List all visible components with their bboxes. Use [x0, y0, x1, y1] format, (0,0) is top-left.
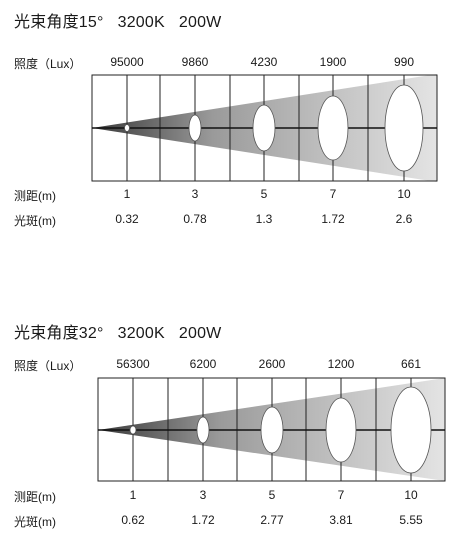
spot-value: 1.72: [321, 212, 345, 226]
lux-value: 2600: [258, 357, 286, 371]
lux-value: 4230: [250, 55, 278, 69]
distance-value: 1: [129, 488, 137, 502]
lux-value: 56300: [116, 357, 150, 371]
power-rating: 200W: [178, 14, 222, 31]
color-temp: 3200K: [117, 14, 165, 31]
beam-diagram: [91, 74, 438, 182]
power-rating: 200W: [178, 325, 222, 342]
spot-value: 5.55: [399, 513, 423, 527]
distance-value: 5: [260, 187, 268, 201]
lux-value: 95000: [110, 55, 144, 69]
light-spot: [129, 425, 137, 435]
lux-label: 照度（Lux）: [14, 57, 82, 71]
lux-value: 1900: [319, 55, 347, 69]
distance-value: 5: [268, 488, 276, 502]
distance-value: 10: [404, 488, 418, 502]
light-spot: [317, 95, 349, 161]
light-spot: [196, 416, 210, 444]
lux-value: 990: [393, 55, 415, 69]
lux-value: 6200: [189, 357, 217, 371]
lux-value: 9860: [181, 55, 209, 69]
panel-title: 光束角度32° 3200K 200W: [14, 319, 221, 343]
light-spot: [384, 84, 424, 172]
lux-value: 661: [400, 357, 422, 371]
spot-label: 光斑(m): [14, 214, 56, 228]
light-spot: [325, 397, 357, 463]
beam-angle-title: 光束角度15°: [14, 14, 104, 31]
lux-label: 照度（Lux）: [14, 359, 82, 373]
distance-label: 测距(m): [14, 189, 56, 203]
spot-value: 2.6: [395, 212, 413, 226]
color-temp: 3200K: [117, 325, 165, 342]
beam-angle-title: 光束角度32°: [14, 325, 104, 342]
spot-value: 0.78: [183, 212, 207, 226]
spot-value: 1.72: [191, 513, 215, 527]
panel-title: 光束角度15° 3200K 200W: [14, 8, 221, 32]
distance-value: 3: [199, 488, 207, 502]
light-spot: [124, 124, 130, 132]
light-spot: [188, 114, 202, 142]
light-spot: [390, 386, 432, 474]
spot-value: 2.77: [260, 513, 284, 527]
distance-value: 1: [123, 187, 131, 201]
lux-value: 1200: [327, 357, 355, 371]
distance-label: 测距(m): [14, 490, 56, 504]
light-spot: [252, 104, 276, 152]
spot-value: 0.62: [121, 513, 145, 527]
distance-value: 7: [337, 488, 345, 502]
light-spot: [260, 406, 284, 454]
distance-value: 7: [329, 187, 337, 201]
distance-value: 10: [397, 187, 411, 201]
spot-value: 3.81: [329, 513, 353, 527]
spot-value: 1.3: [255, 212, 273, 226]
spot-label: 光斑(m): [14, 515, 56, 529]
spot-value: 0.32: [115, 212, 139, 226]
beam-panel-15: 光束角度15° 3200K 200W 照度（Lux） 95000 9860 4230…: [0, 0, 465, 260]
distance-value: 3: [191, 187, 199, 201]
